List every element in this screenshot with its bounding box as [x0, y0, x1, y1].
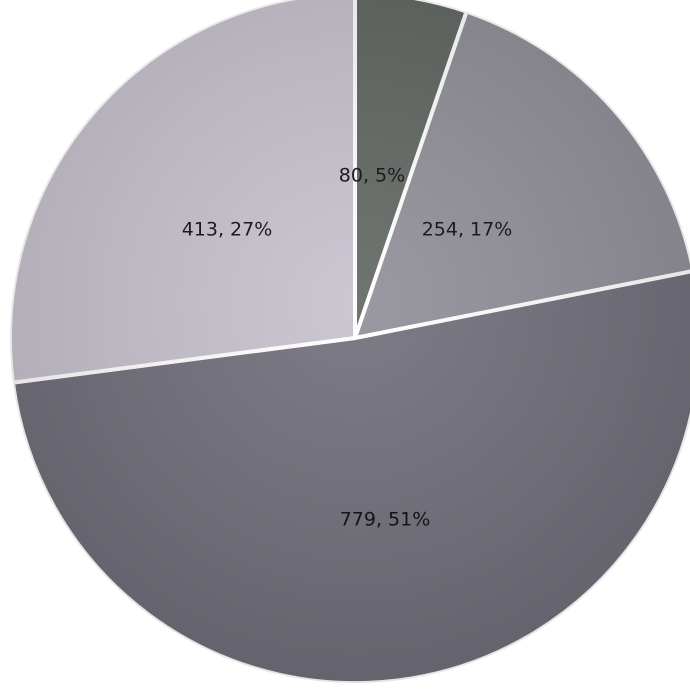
pie-data-labels: 80, 5% 254, 17% 779, 51% 413, 27% [182, 165, 513, 531]
slice-data-label: 80, 5% [339, 165, 405, 187]
slice-data-label: 413, 27% [182, 219, 273, 241]
pie-slice-413 [8, 0, 357, 385]
slice-data-label: 254, 17% [422, 219, 513, 241]
slice-data-label: 779, 51% [340, 509, 431, 531]
pie-slices [8, 0, 690, 686]
